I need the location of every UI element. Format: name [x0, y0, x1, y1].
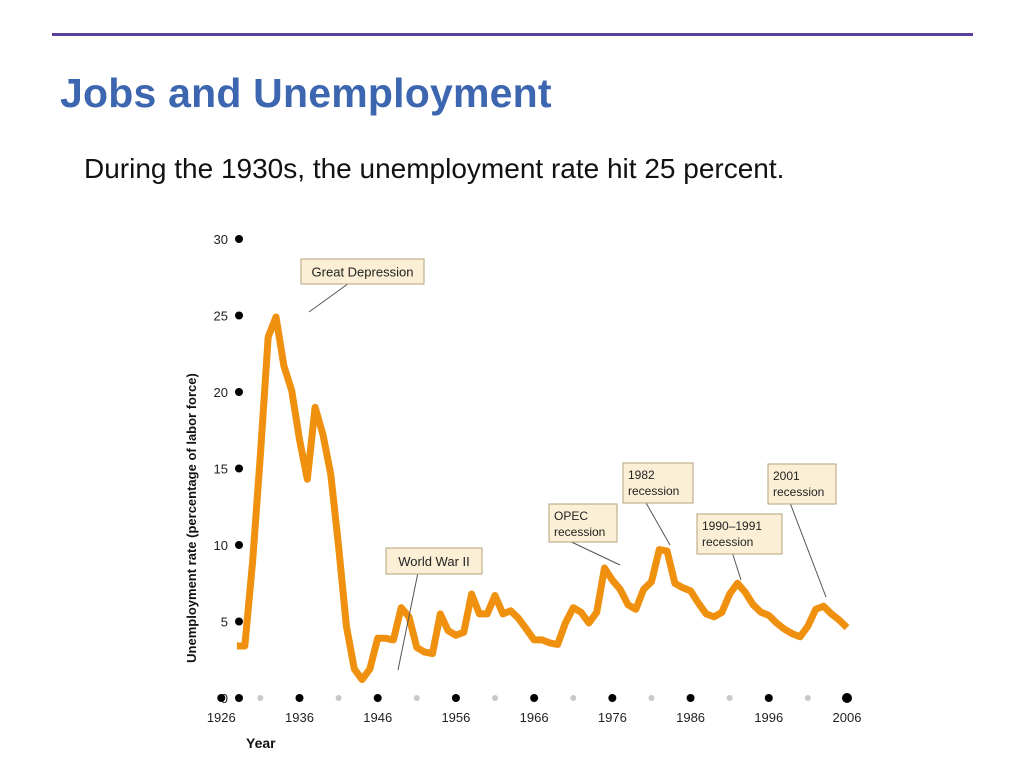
x-tick-mark: [686, 694, 695, 702]
unemployment-series-line: [236, 313, 850, 684]
annotation-box: [767, 463, 837, 505]
annotation-label: Great Depression: [312, 265, 414, 280]
x-tick-mark: [608, 694, 617, 702]
x-tick-label: 1976: [598, 710, 627, 725]
x-tick-label: 1936: [285, 710, 314, 725]
y-tick-mark: [235, 388, 243, 396]
slide-title: Jobs and Unemployment: [60, 70, 552, 116]
x-tick-mark: [295, 694, 304, 702]
x-tick-label: 1996: [754, 710, 783, 725]
x-tick-label: 2006: [833, 710, 862, 725]
x-minor-tick: [492, 695, 499, 701]
annotation-box: [622, 462, 694, 504]
x-minor-tick: [570, 695, 577, 701]
x-tick-label: 1986: [676, 710, 705, 725]
annotation-label: World War II: [398, 554, 470, 569]
annotation-box: [696, 513, 783, 555]
y-tick-mark: [235, 541, 243, 549]
y-tick-label: 30: [214, 232, 228, 247]
top-divider: [52, 33, 973, 36]
x-minor-tick: [335, 695, 342, 701]
x-tick-mark: [530, 694, 539, 702]
x-tick-mark: [451, 694, 460, 702]
annotation-leader-line: [308, 283, 349, 313]
x-minor-tick: [648, 695, 655, 701]
x-tick-label: 1956: [441, 710, 470, 725]
x-axis-title: Year: [246, 735, 276, 751]
x-tick-mark: [842, 693, 852, 703]
y-tick-mark: [235, 464, 243, 473]
annotation-leader-line: [645, 502, 671, 546]
y-tick-label: 20: [214, 385, 228, 400]
x-minor-tick: [726, 695, 733, 701]
y-axis-title: Unemployment rate (percentage of labor f…: [184, 373, 199, 663]
annotation-label: 1990–1991 recession: [702, 519, 762, 549]
y-tick-label: 15: [214, 462, 228, 477]
y-tick-mark: [235, 617, 243, 626]
slide-subtitle: During the 1930s, the unemployment rate …: [84, 153, 785, 184]
x-tick-mark: [373, 694, 382, 702]
x-tick-mark: [764, 694, 773, 702]
x-tick-label: 1926: [207, 710, 236, 725]
x-tick-label: 1946: [363, 710, 392, 725]
y-tick-mark: [235, 235, 243, 243]
annotation-leader-line: [571, 541, 621, 566]
x-tick-label: 1966: [520, 710, 549, 725]
y-tick-label: 25: [214, 309, 228, 324]
x-minor-tick: [413, 695, 420, 701]
annotation-label: 1982 recession: [628, 468, 679, 498]
y-tick-mark: [235, 694, 243, 702]
x-tick-mark: [217, 694, 226, 702]
annotation-box: [385, 547, 483, 575]
annotation-box: [548, 503, 618, 543]
y-tick-label: 10: [214, 538, 228, 553]
annotation-label: 2001 recession: [773, 469, 824, 499]
y-tick-mark: [235, 311, 243, 320]
annotation-leader-line: [732, 553, 742, 581]
x-minor-tick: [804, 695, 811, 701]
x-minor-tick: [257, 695, 264, 701]
annotation-leader-line: [789, 503, 827, 598]
y-tick-label: 5: [221, 615, 228, 630]
annotation-box: [300, 258, 425, 285]
annotation-leader-line: [397, 573, 419, 671]
annotation-label: OPEC recession: [554, 509, 605, 539]
